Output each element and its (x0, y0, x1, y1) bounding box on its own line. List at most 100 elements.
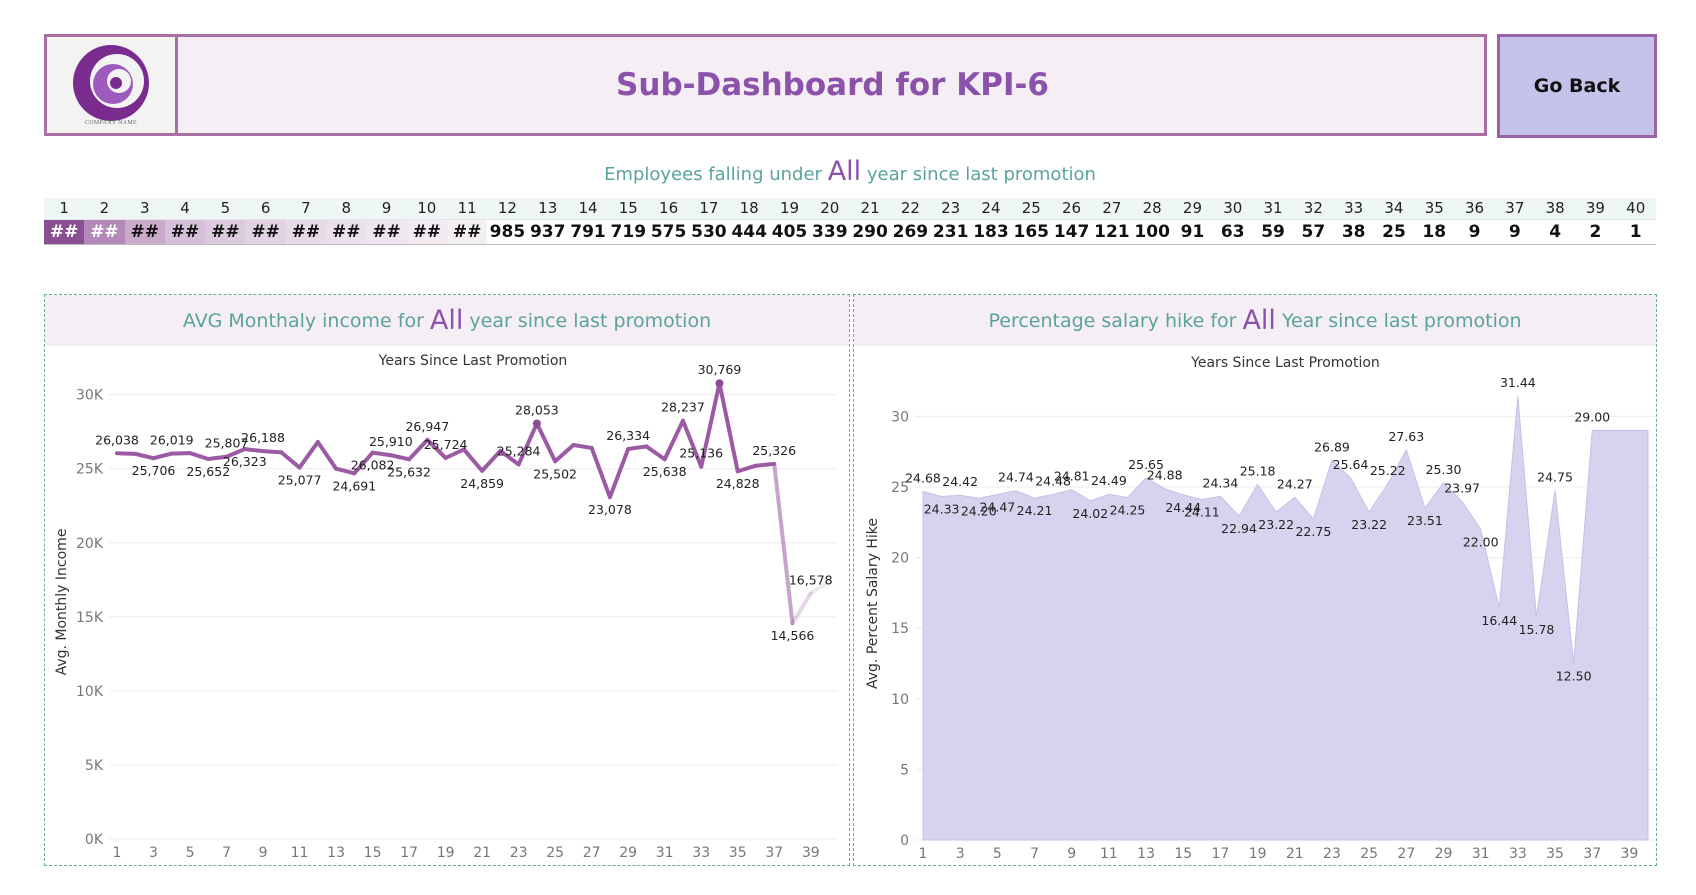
x-tick-label: 7 (222, 845, 231, 861)
data-label: 24.34 (1203, 475, 1239, 490)
count-cell[interactable]: 339 (809, 219, 850, 245)
count-cell[interactable]: 444 (729, 219, 770, 245)
x-tick-label: 35 (1546, 846, 1564, 862)
income-filter-value[interactable]: All (429, 305, 464, 336)
income-line-segment (498, 448, 521, 467)
count-cell[interactable]: ## (406, 219, 447, 245)
chart-axis-title: Years Since Last Promotion (1190, 355, 1380, 371)
income-line-segment (388, 453, 412, 462)
count-cell[interactable]: 9 (1454, 219, 1495, 245)
count-cell[interactable]: 165 (1011, 219, 1052, 245)
count-cell[interactable]: ## (446, 219, 488, 245)
x-tick-label: 1 (919, 846, 928, 862)
income-line-segment (352, 450, 375, 476)
year-header-cell: 29 (1172, 198, 1213, 219)
data-label: 16,578 (789, 572, 833, 587)
count-cell[interactable]: ## (44, 219, 85, 245)
income-line-segment (534, 421, 558, 464)
count-cell[interactable]: 121 (1091, 219, 1133, 245)
count-cell[interactable]: 1 (1615, 219, 1656, 245)
count-cell[interactable]: 2 (1575, 219, 1616, 245)
count-cell[interactable]: 405 (769, 219, 810, 245)
count-cell[interactable]: 18 (1414, 219, 1455, 245)
year-header-cell: 22 (890, 198, 931, 219)
count-cell[interactable]: 9 (1494, 219, 1535, 245)
employee-count-strip: 1 2 3 4 5 6 7 8 9 10 11 12 13 14 15 16 17 18 19 20 21 22 23 24 2… (44, 198, 1656, 245)
year-header-cell: 6 (245, 198, 286, 219)
count-cell[interactable]: 290 (849, 219, 891, 245)
income-line-segment (480, 448, 503, 473)
data-label: 24.21 (1017, 503, 1053, 518)
data-label: 22.94 (1221, 521, 1257, 536)
count-cell[interactable]: ## (164, 219, 206, 245)
count-cell[interactable]: 59 (1252, 219, 1294, 245)
count-cell[interactable]: 791 (567, 219, 609, 245)
count-cell[interactable]: ## (205, 219, 246, 245)
count-cell[interactable]: ## (366, 219, 407, 245)
go-back-button[interactable]: Go Back (1497, 34, 1657, 138)
year-header-cell: 33 (1333, 198, 1374, 219)
income-line-segment (680, 418, 704, 469)
year-header-cell: 21 (849, 198, 891, 219)
count-cell[interactable]: 719 (608, 219, 649, 245)
data-label: 31.44 (1500, 375, 1536, 390)
data-label: 25.64 (1333, 457, 1369, 472)
x-tick-label: 13 (327, 845, 345, 861)
count-cell[interactable]: 100 (1132, 219, 1173, 245)
hike-title-suffix: Year since last promotion (1281, 309, 1522, 332)
data-label: 28,237 (661, 400, 705, 415)
income-line-segment (370, 450, 393, 458)
data-label: 14,566 (771, 628, 815, 643)
x-tick-label: 27 (1397, 846, 1415, 862)
count-cell[interactable]: 4 (1534, 219, 1576, 245)
count-cell[interactable]: 38 (1333, 219, 1374, 245)
count-cell[interactable]: 937 (527, 219, 568, 245)
income-line-segment (315, 440, 339, 471)
x-tick-label: 1 (113, 845, 122, 861)
y-tick-label: 0 (900, 833, 909, 849)
count-cell[interactable]: 57 (1293, 219, 1334, 245)
year-header-cell: 32 (1293, 198, 1334, 219)
count-cell[interactable]: ## (245, 219, 286, 245)
count-cell[interactable]: ## (84, 219, 125, 245)
data-label: 24.44 (1165, 500, 1201, 515)
hike-filter-value[interactable]: All (1242, 305, 1276, 336)
data-label: 24.48 (1035, 473, 1071, 488)
year-header-cell: 28 (1132, 198, 1173, 219)
count-cell[interactable]: ## (124, 219, 165, 245)
count-cell[interactable]: 985 (487, 219, 528, 245)
count-cell[interactable]: ## (326, 219, 367, 245)
count-cell[interactable]: 575 (648, 219, 689, 245)
count-cell[interactable]: 530 (688, 219, 730, 245)
data-label: 27.63 (1388, 429, 1424, 444)
x-tick-label: 29 (1435, 846, 1453, 862)
data-label: 24.42 (942, 474, 978, 489)
year-header-cell: 14 (567, 198, 609, 219)
data-label: 26,334 (606, 428, 650, 443)
y-tick-label: 30K (76, 388, 104, 404)
count-cell[interactable]: 25 (1373, 219, 1415, 245)
income-line-segment (461, 447, 485, 473)
x-tick-label: 29 (619, 845, 637, 861)
x-tick-label: 33 (692, 845, 710, 861)
count-cell[interactable]: 183 (970, 219, 1012, 245)
count-cell[interactable]: ## (285, 219, 327, 245)
count-cell[interactable]: 231 (930, 219, 971, 245)
data-label: 24.11 (1184, 505, 1220, 520)
data-label: 24.68 (905, 471, 941, 486)
count-cell[interactable]: 269 (890, 219, 931, 245)
count-cell[interactable]: 147 (1051, 219, 1092, 245)
data-label: 26,323 (223, 454, 267, 469)
plot-area (109, 355, 837, 839)
summary-filter-value[interactable]: All (827, 156, 862, 187)
income-line-segment (115, 451, 138, 456)
count-cell[interactable]: 63 (1212, 219, 1253, 245)
data-label: 25.30 (1426, 462, 1462, 477)
data-label: 22.00 (1463, 534, 1499, 549)
x-tick-label: 19 (437, 845, 455, 861)
year-header-cell: 23 (930, 198, 971, 219)
year-header-cell: 3 (124, 198, 165, 219)
y-tick-label: 10 (891, 692, 909, 708)
year-header-cell: 26 (1051, 198, 1092, 219)
count-cell[interactable]: 91 (1172, 219, 1213, 245)
